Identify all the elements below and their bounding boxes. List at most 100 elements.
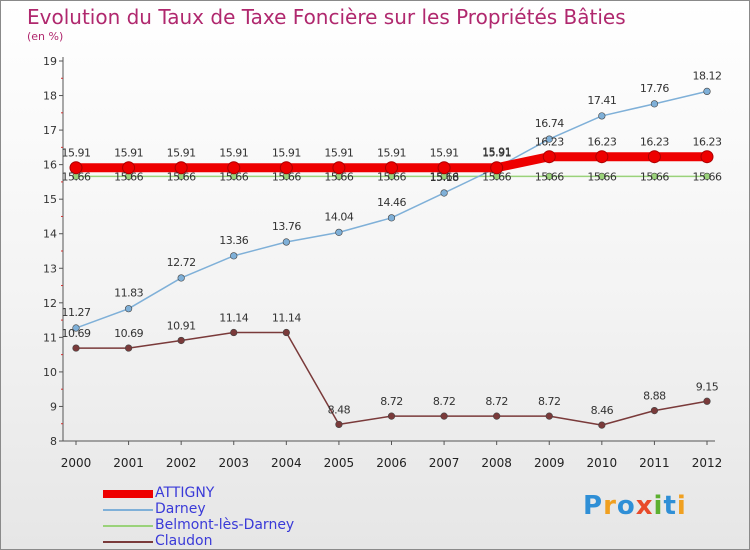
data-point	[490, 161, 504, 175]
data-point	[124, 344, 133, 352]
data-point	[69, 161, 83, 175]
legend-label: Claudon	[155, 533, 213, 549]
data-label: 15.91	[482, 147, 511, 160]
logo-letter: r	[603, 491, 617, 521]
data-point	[72, 324, 80, 332]
data-label: 8.72	[380, 395, 403, 408]
data-label: 8.88	[643, 390, 666, 403]
data-point	[440, 189, 448, 197]
data-point	[545, 172, 553, 180]
logo-letter: t	[663, 491, 677, 521]
x-tick-label: 2001	[113, 456, 144, 470]
y-tick-label: 14	[43, 228, 57, 241]
y-tick-label: 16	[43, 159, 57, 172]
data-label: 15.66	[693, 170, 722, 183]
data-label: 13.36	[219, 234, 248, 247]
data-label: 8.72	[433, 395, 456, 408]
x-tick-label: 2006	[376, 456, 407, 470]
x-tick-label: 2005	[324, 456, 355, 470]
data-label: 15.91	[272, 147, 301, 160]
data-label: 15.91	[482, 146, 511, 159]
data-label: 15.91	[324, 147, 353, 160]
data-label: 11.14	[219, 312, 248, 325]
data-label: 15.66	[219, 170, 248, 183]
data-label: 16.23	[535, 136, 564, 149]
data-label: 9.15	[696, 380, 719, 393]
x-tick-label: 2008	[481, 456, 512, 470]
data-point	[335, 228, 343, 236]
data-label: 14.04	[324, 210, 353, 223]
x-tick-label: 2010	[587, 456, 618, 470]
data-point	[493, 412, 501, 420]
data-label: 15.91	[167, 147, 196, 160]
data-point	[72, 344, 80, 352]
data-label: 10.91	[167, 319, 196, 332]
y-tick-label: 11	[43, 331, 57, 344]
series-line-darney	[75, 90, 708, 329]
logo-letter: i	[676, 491, 687, 521]
data-point	[177, 336, 185, 345]
data-label: 15.66	[377, 170, 406, 183]
data-point	[542, 150, 556, 164]
data-label: 15.66	[535, 170, 564, 183]
y-tick-label: 8	[50, 435, 57, 448]
data-label: 15.66	[272, 170, 301, 183]
data-label: 11.27	[62, 306, 91, 319]
data-point	[595, 150, 609, 164]
x-tick-label: 2004	[271, 456, 302, 470]
x-tick-label: 2009	[534, 456, 565, 470]
y-tick-label: 17	[43, 124, 57, 137]
data-label: 16.23	[640, 136, 669, 149]
data-point	[124, 305, 133, 313]
data-point	[598, 421, 606, 429]
data-label: 15.66	[482, 170, 511, 183]
legend-swatch	[103, 525, 153, 527]
x-tick-label: 2002	[166, 456, 197, 470]
data-label: 11.83	[114, 287, 143, 300]
data-point	[545, 135, 553, 143]
data-point	[282, 328, 290, 337]
legend-swatch	[103, 541, 153, 543]
legend-label: Darney	[155, 501, 206, 517]
legend-swatch	[103, 509, 153, 511]
data-point	[650, 100, 659, 108]
data-point	[650, 172, 659, 180]
data-point	[174, 161, 188, 175]
logo-letter: i	[653, 491, 664, 521]
data-label: 16.23	[693, 136, 722, 149]
logo-letter: o	[616, 491, 636, 521]
data-point	[230, 252, 238, 260]
data-label: 15.91	[62, 147, 91, 160]
data-label: 15.91	[219, 147, 248, 160]
data-label: 10.69	[114, 327, 143, 340]
data-point	[332, 161, 346, 175]
data-point	[387, 214, 396, 222]
data-label: 15.91	[377, 147, 406, 160]
data-point	[650, 407, 659, 415]
data-label: 15.66	[167, 170, 196, 183]
data-label: 16.74	[535, 117, 564, 130]
legend-label: Belmont-lès-Darney	[155, 517, 295, 533]
data-point	[122, 161, 136, 175]
legend-swatch	[103, 490, 153, 498]
data-point	[598, 172, 606, 180]
data-label: 15.66	[587, 170, 616, 183]
y-tick-label: 18	[43, 90, 57, 103]
data-label: 15.66	[62, 170, 91, 183]
x-tick-label: 2000	[61, 456, 92, 470]
data-label: 18.12	[693, 69, 722, 82]
data-label: 15.91	[430, 147, 459, 160]
data-label: 17.76	[640, 82, 669, 95]
data-point	[335, 420, 343, 429]
x-tick-label: 2011	[639, 456, 670, 470]
x-tick-label: 2007	[429, 456, 460, 470]
y-tick-label: 12	[43, 297, 57, 310]
data-label: 8.72	[485, 395, 508, 408]
data-point	[700, 150, 714, 164]
data-point	[227, 161, 241, 175]
data-label: 12.72	[167, 256, 196, 269]
x-tick-label: 2003	[218, 456, 249, 470]
chart-subtitle: (en %)	[27, 30, 64, 43]
